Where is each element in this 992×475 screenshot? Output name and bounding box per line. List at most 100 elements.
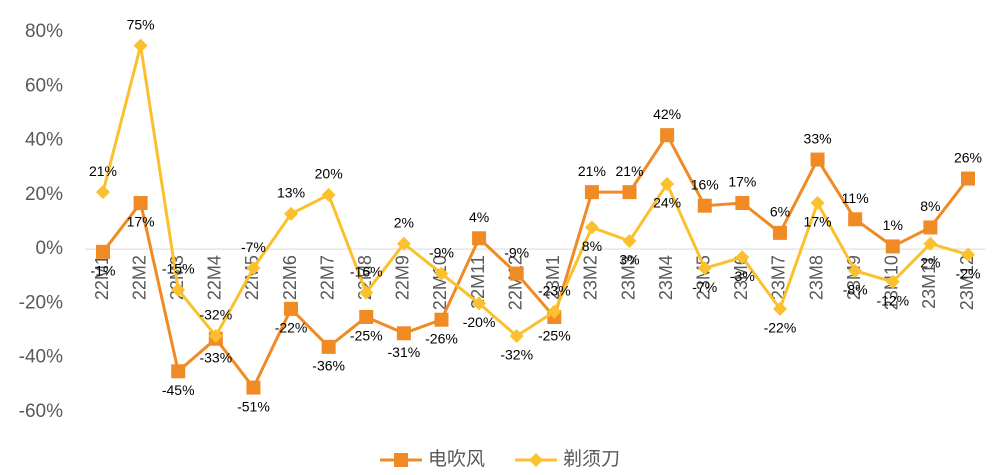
data-label: -7% [241, 239, 266, 255]
data-label: 21% [89, 163, 117, 179]
data-label: -7% [692, 279, 717, 295]
marker [923, 220, 938, 235]
x-tick-label: 23M3 [618, 255, 638, 300]
marker [434, 266, 449, 281]
data-label: 8% [920, 198, 940, 214]
data-label: 26% [954, 149, 982, 165]
data-label: 24% [653, 195, 681, 211]
data-label: -9% [429, 244, 454, 260]
data-label: -45% [162, 382, 195, 398]
legend-label: 电吹风 [428, 448, 485, 470]
marker [396, 326, 411, 341]
x-tick-label: 22M1 [92, 255, 112, 300]
marker [735, 196, 750, 210]
x-tick-label: 23M11 [919, 255, 939, 309]
marker [359, 310, 374, 324]
marker [246, 380, 261, 395]
marker [208, 329, 223, 343]
marker [622, 234, 637, 248]
marker [509, 329, 524, 343]
marker [321, 339, 336, 354]
data-label: -25% [538, 328, 571, 344]
marker [848, 212, 863, 227]
marker [660, 128, 675, 143]
marker [284, 301, 299, 316]
marker [472, 296, 487, 311]
marker [434, 312, 449, 327]
y-tick-label: 60% [25, 75, 63, 96]
data-label: -2% [956, 265, 981, 281]
x-tick-label: 22M12 [505, 255, 525, 310]
data-label: -25% [350, 328, 383, 344]
marker [810, 196, 825, 210]
y-tick-label: 40% [25, 130, 63, 151]
marker [472, 231, 487, 246]
data-label: -3% [730, 268, 755, 284]
marker [394, 453, 408, 467]
data-label: -15% [162, 261, 195, 277]
marker [810, 152, 825, 167]
series [96, 38, 975, 343]
marker [509, 266, 524, 281]
x-tick-label: 23M1 [543, 255, 563, 300]
data-label: 75% [127, 16, 155, 32]
data-label: 42% [653, 106, 681, 122]
data-label: 21% [578, 163, 606, 179]
data-label: 2% [920, 254, 940, 270]
data-label: -22% [764, 320, 797, 336]
data-label: -32% [500, 347, 533, 363]
marker [885, 239, 900, 254]
marker [584, 220, 599, 235]
y-tick-label: 20% [25, 184, 63, 205]
data-label: 6% [770, 204, 790, 220]
x-tick-label: 23M2 [581, 255, 601, 300]
y-tick-label: 80% [25, 21, 63, 42]
marker [923, 236, 938, 251]
marker [660, 177, 675, 191]
data-label: 13% [277, 185, 305, 201]
marker [284, 206, 299, 221]
data-label: -31% [388, 344, 421, 360]
data-label: -22% [275, 320, 308, 336]
data-label: -36% [312, 358, 345, 374]
data-label: -16% [350, 263, 383, 279]
marker [529, 453, 544, 467]
x-tick-label: 22M6 [280, 255, 300, 300]
marker [622, 185, 637, 200]
data-label: 3% [619, 252, 639, 268]
x-tick-label: 23M6 [731, 255, 751, 300]
x-tick-label: 23M12 [957, 255, 977, 310]
x-tick-label: 22M2 [129, 255, 149, 300]
marker [321, 187, 336, 202]
x-tick-label: 22M9 [393, 255, 413, 300]
marker [735, 250, 750, 265]
y-tick-label: -40% [19, 347, 63, 368]
data-label: 17% [728, 174, 756, 190]
x-tick-label: 22M7 [317, 255, 337, 300]
legend-label: 剃须刀 [563, 448, 620, 470]
data-label: 17% [127, 214, 155, 230]
data-label: 1% [883, 217, 903, 233]
x-tick-label: 23M8 [806, 255, 826, 300]
marker [961, 247, 975, 262]
data-label: -23% [538, 282, 571, 298]
data-label: -1% [91, 263, 116, 279]
data-label: -51% [237, 398, 270, 414]
data-label: 2% [394, 214, 414, 230]
data-label: 33% [804, 130, 832, 146]
x-tick-label: 22M10 [430, 255, 450, 310]
marker [961, 171, 975, 186]
data-label: 8% [582, 238, 602, 254]
marker [246, 261, 261, 276]
marker [133, 38, 148, 53]
marker [133, 196, 148, 210]
marker [96, 185, 110, 200]
marker [359, 285, 374, 300]
marker [96, 244, 110, 259]
x-tick-label: 23M7 [769, 255, 789, 300]
y-tick-label: -20% [19, 292, 63, 313]
data-label: 20% [315, 166, 343, 182]
data-label: -33% [199, 349, 232, 365]
marker [697, 198, 712, 213]
data-label: 4% [469, 209, 489, 225]
